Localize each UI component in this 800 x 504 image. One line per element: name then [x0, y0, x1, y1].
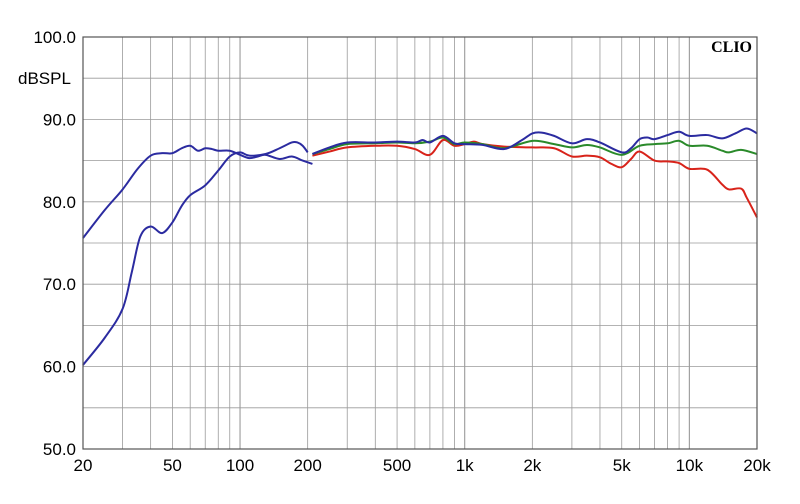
y-tick-label: 80.0 — [43, 193, 76, 212]
y-tick-label: 70.0 — [43, 275, 76, 294]
x-tick-label: 20k — [743, 456, 771, 475]
clio-brand-label: CLIO — [711, 39, 752, 56]
response-curve-5 — [312, 127, 758, 155]
x-tick-label: 200 — [293, 456, 321, 475]
response-curve-2 — [82, 140, 309, 366]
y-tick-labels: 100.0 90.0 80.0 70.0 60.0 50.0 — [33, 28, 76, 459]
x-tick-label: 1k — [456, 456, 474, 475]
response-curve-1 — [82, 144, 313, 239]
plot-frame — [82, 36, 758, 450]
x-tick-label: 10k — [676, 456, 704, 475]
x-tick-label: 50 — [163, 456, 182, 475]
response-curve-3 — [312, 138, 758, 218]
curves — [82, 127, 758, 366]
x-tick-label: 20 — [74, 456, 93, 475]
plot-area — [82, 36, 758, 450]
x-tick-label: 100 — [226, 456, 254, 475]
x-tick-label: 2k — [523, 456, 541, 475]
y-tick-label: 100.0 — [33, 28, 76, 47]
y-tick-label: 90.0 — [43, 110, 76, 129]
y-tick-label: 60.0 — [43, 358, 76, 377]
x-tick-label: 500 — [383, 456, 411, 475]
x-tick-label: 5k — [613, 456, 631, 475]
x-tick-labels: 20 50 100 200 500 1k 2k 5k 10k 20k — [74, 456, 772, 475]
y-tick-label: 50.0 — [43, 440, 76, 459]
y-axis-label: dBSPL — [18, 69, 71, 88]
grid — [83, 37, 757, 449]
